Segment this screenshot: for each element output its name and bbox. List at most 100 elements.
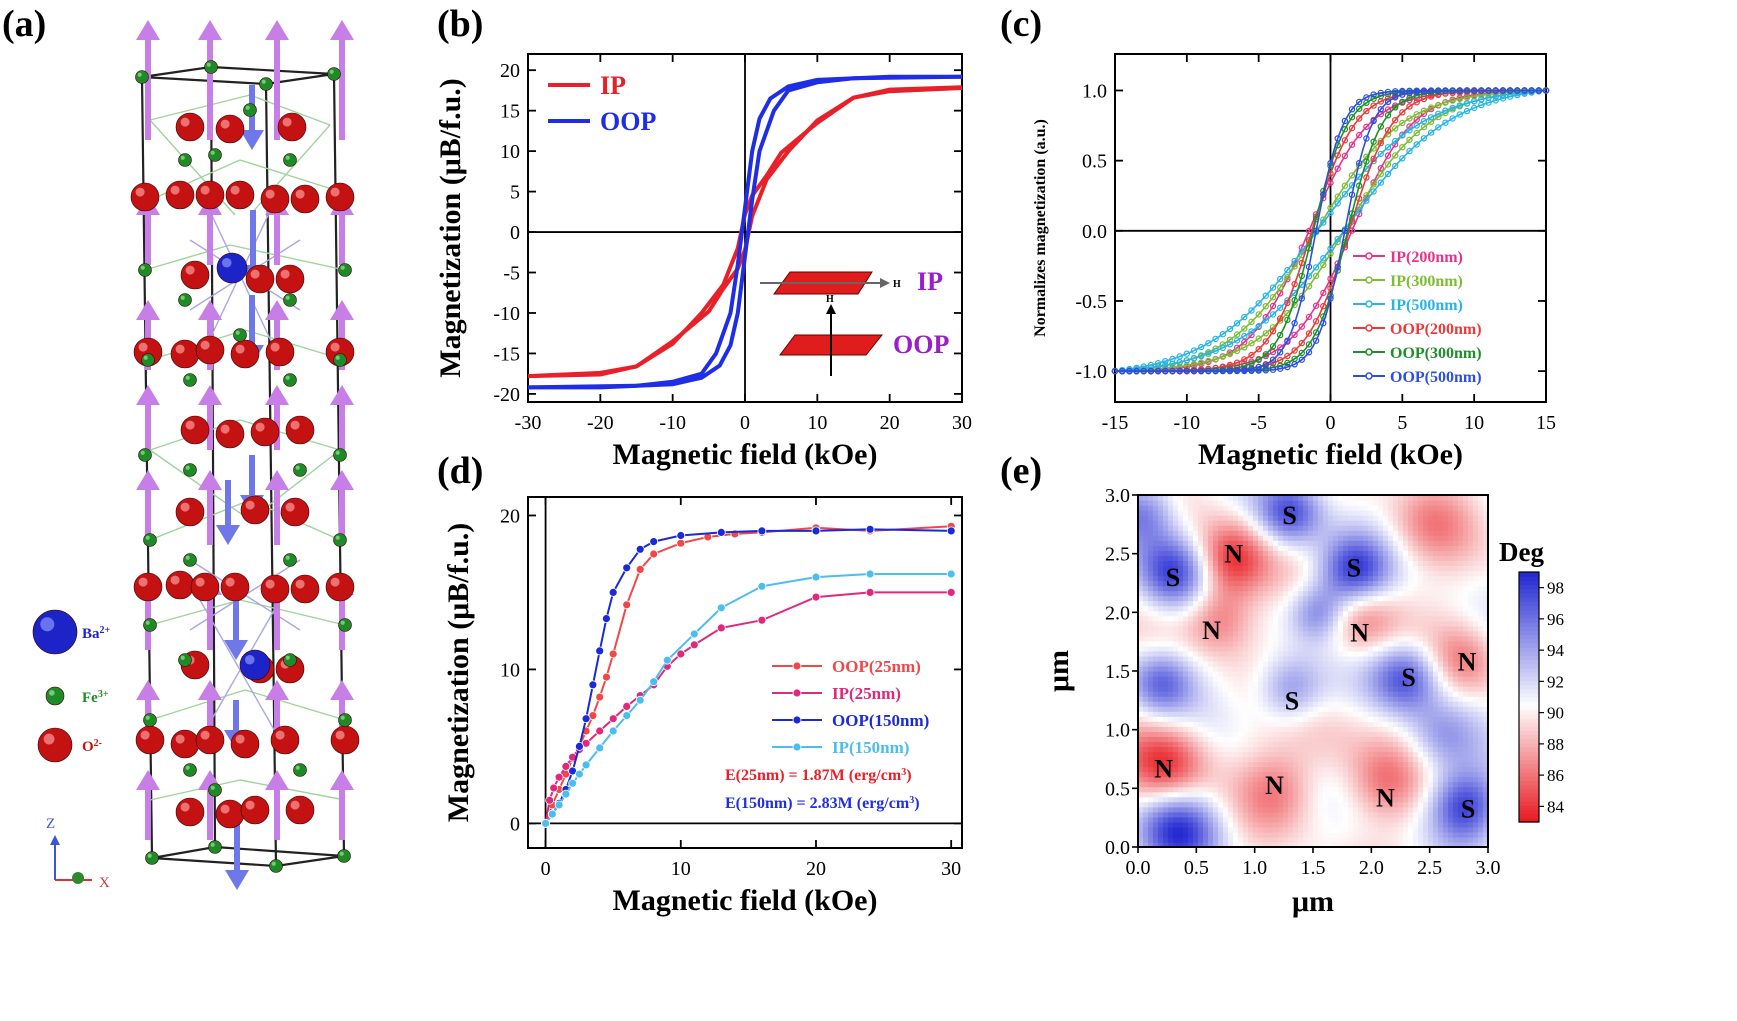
heatmap-cell — [1323, 510, 1329, 516]
heatmap-cell — [1148, 786, 1154, 793]
heatmap-cell — [1293, 575, 1299, 582]
heatmap-cell — [1193, 525, 1199, 531]
heatmap-cell — [1168, 716, 1174, 722]
heatmap-cell — [1333, 590, 1339, 597]
heatmap-cell — [1253, 841, 1259, 848]
heatmap-cell — [1348, 520, 1354, 526]
heatmap-cell — [1238, 816, 1244, 823]
heatmap-cell — [1303, 515, 1309, 521]
iron-atom-highlight — [180, 155, 185, 160]
heatmap-cell — [1248, 555, 1254, 561]
heatmap-cell — [1153, 570, 1159, 577]
heatmap-cell — [1278, 630, 1284, 637]
heatmap-cell — [1238, 625, 1244, 632]
heatmap-cell — [1368, 665, 1374, 672]
heatmap-cell — [1378, 625, 1384, 632]
oxygen-atom — [265, 337, 295, 367]
heatmap-cell — [1338, 655, 1344, 662]
heatmap-cell — [1343, 776, 1349, 783]
heatmap-cell — [1168, 645, 1174, 652]
heatmap-cell — [1393, 565, 1399, 572]
heatmap-cell — [1288, 816, 1294, 823]
heatmap-cell — [1153, 510, 1159, 516]
heatmap-cell — [1308, 756, 1314, 763]
heatmap-cell — [1163, 660, 1169, 667]
heatmap-cell — [1313, 801, 1319, 808]
y-tick-label: -1.0 — [1075, 361, 1107, 383]
heatmap-cell — [1293, 816, 1299, 823]
heatmap-cell — [1178, 831, 1184, 838]
heatmap-cell — [1373, 630, 1379, 637]
heatmap-cell — [1233, 495, 1239, 501]
heatmap-cell — [1348, 555, 1354, 561]
heatmap-cell — [1303, 530, 1309, 536]
heatmap-cell — [1233, 771, 1239, 778]
heatmap-cell — [1183, 635, 1189, 642]
heatmap-cell — [1238, 510, 1244, 516]
heatmap-cell — [1268, 831, 1274, 838]
heatmap-cell — [1183, 776, 1189, 783]
data-point — [1226, 325, 1234, 333]
heatmap-cell — [1368, 796, 1374, 803]
data-point — [1248, 331, 1255, 339]
heatmap-cell — [1318, 806, 1324, 813]
heatmap-cell — [1328, 595, 1334, 602]
heatmap-cell — [1233, 761, 1239, 768]
heatmap-cell — [1298, 595, 1304, 602]
heatmap-cell — [1293, 550, 1299, 556]
heatmap-cell — [1193, 590, 1199, 597]
heatmap-cell — [1393, 550, 1399, 556]
heatmap-cell — [1373, 505, 1379, 511]
heatmap-cell — [1288, 766, 1294, 773]
heatmap-cell — [1373, 696, 1379, 702]
inset-oop-label: OOP — [893, 330, 949, 359]
heatmap-cell — [1343, 691, 1349, 697]
heatmap-cell — [1313, 696, 1319, 702]
heatmap-cell — [1378, 520, 1384, 526]
annotation-text: E(150nm) = 2.83M (erg/cm — [725, 795, 910, 812]
heatmap-cell — [1243, 741, 1249, 748]
heatmap-cell — [1363, 595, 1369, 602]
heatmap-cell — [1323, 500, 1329, 506]
heatmap-cell — [1188, 505, 1194, 511]
heatmap-cell — [1268, 676, 1274, 682]
heatmap-cell — [1233, 575, 1239, 582]
heatmap-cell — [1273, 841, 1279, 848]
heatmap-cell — [1198, 756, 1204, 763]
data-point — [1147, 367, 1155, 375]
heatmap-cell — [1273, 816, 1279, 823]
heatmap-cell — [1328, 665, 1334, 672]
heatmap-cell — [1298, 816, 1304, 823]
series-markers — [541, 588, 956, 828]
heatmap-cell — [1173, 655, 1179, 662]
heatmap-cell — [1293, 736, 1299, 742]
heatmap-cell — [1303, 545, 1309, 551]
heatmap-cell — [1223, 791, 1229, 798]
heatmap-cell — [1268, 796, 1274, 803]
heatmap-cell — [1298, 731, 1304, 737]
heatmap-cell — [1158, 620, 1164, 627]
heatmap-cell — [1223, 796, 1229, 803]
heatmap-cell — [1318, 625, 1324, 632]
heatmap-cell — [1183, 560, 1189, 566]
data-point — [1284, 299, 1291, 306]
heatmap-cell — [1238, 605, 1244, 612]
heatmap-cell — [1328, 635, 1334, 642]
heatmap-cell — [1233, 751, 1239, 758]
heatmap-cell — [1138, 525, 1144, 531]
heatmap-cell — [1313, 836, 1319, 843]
data-point — [1327, 245, 1334, 252]
heatmap-cell — [1178, 731, 1184, 737]
heatmap-cell — [1248, 650, 1254, 657]
heatmap-cell — [1188, 525, 1194, 531]
legend-atom-fe — [45, 686, 65, 706]
heatmap-cell — [1313, 565, 1319, 572]
heatmap-cell — [1328, 550, 1334, 556]
heatmap-cell — [1333, 525, 1339, 531]
heatmap-cell — [1313, 620, 1319, 627]
heatmap-cell — [1393, 520, 1399, 526]
heatmap-cell — [1348, 711, 1354, 717]
heatmap-cell — [1328, 515, 1334, 521]
heatmap-cell — [1278, 625, 1284, 632]
heatmap-cell — [1373, 620, 1379, 627]
